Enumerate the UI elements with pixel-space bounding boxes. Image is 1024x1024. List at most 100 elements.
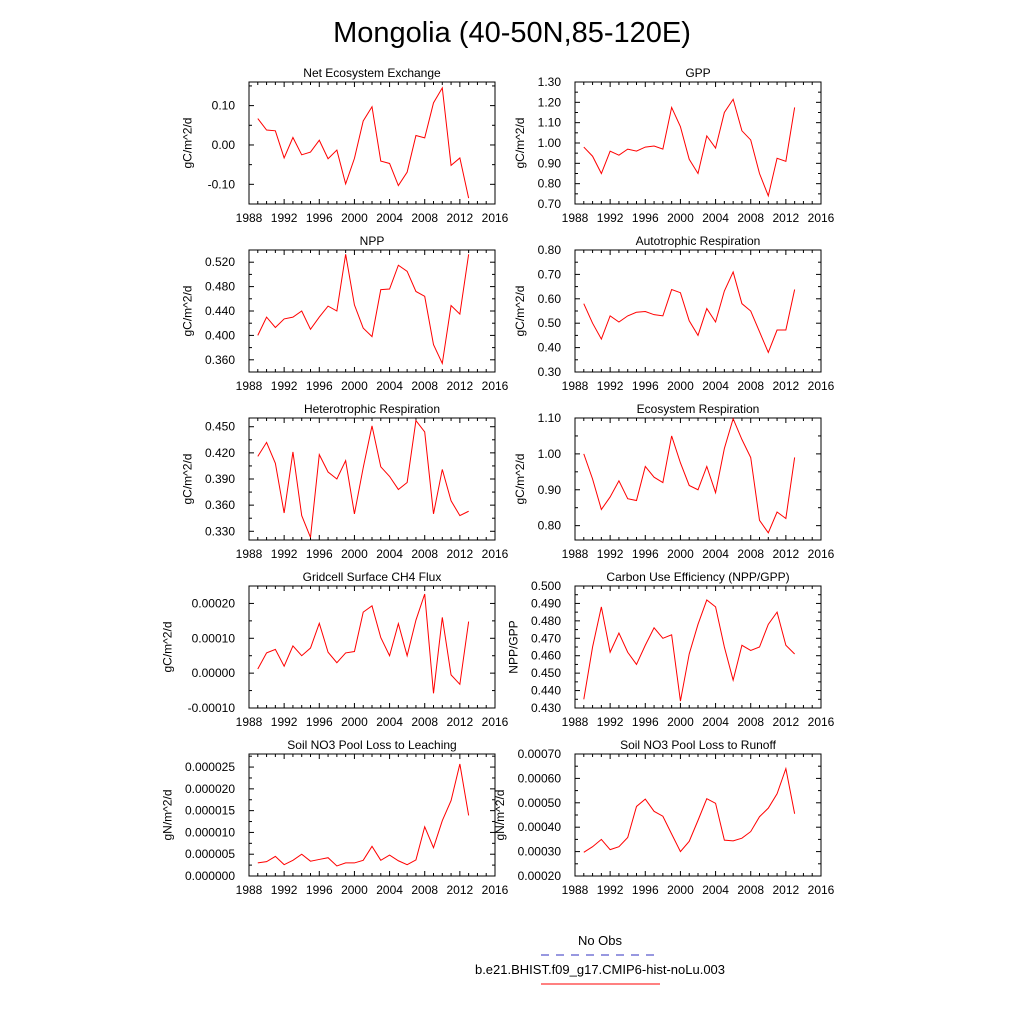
x-tick-label: 2000: [341, 547, 368, 561]
x-tick-label: 1996: [306, 547, 333, 561]
y-tick-label: 0.00060: [518, 771, 562, 785]
x-tick-label: 1992: [271, 547, 298, 561]
x-tick-label: 2004: [702, 379, 729, 393]
y-axis-label: NPP/GPP: [507, 620, 521, 673]
plot-frame: [574, 249, 822, 373]
x-tick-label: 2004: [376, 211, 403, 225]
panel-title: NPP: [360, 234, 385, 248]
y-tick-label: 0.330: [205, 524, 235, 538]
panel-8: Soil NO3 Pool Loss to Leaching 1988 1992 19…: [160, 738, 508, 897]
y-tick-label: 1.10: [538, 411, 562, 425]
series-line: [257, 593, 470, 694]
series-line: [583, 766, 796, 853]
x-tick-label: 2000: [667, 379, 694, 393]
y-tick-label: 1.20: [538, 95, 562, 109]
series-line: [257, 419, 469, 538]
x-tick-label: 2008: [411, 715, 438, 729]
x-tick-label: 2016: [808, 379, 835, 393]
panel-4: Heterotrophic Respiration 1988 1992 1996 200…: [181, 402, 509, 561]
y-tick-label: 0.420: [205, 446, 235, 460]
series-line: [583, 417, 796, 534]
x-tick-label: 2000: [667, 883, 694, 897]
panel-2: NPP 1988 1992 1996 2000 2004 2008 2012 2016 0.360…: [181, 234, 509, 393]
x-tick-label: 1992: [597, 379, 624, 393]
x-tick-label: 2008: [411, 547, 438, 561]
panel-title: Soil NO3 Pool Loss to Leaching: [287, 738, 456, 752]
legend: No Obs b.e21.BHIST.f09_g17.CMIP6-hist-no…: [475, 933, 725, 985]
x-tick-label: 1988: [562, 715, 589, 729]
y-tick-label: 0.460: [531, 649, 561, 663]
y-tick-label: 0.70: [538, 267, 562, 281]
series-line: [583, 599, 795, 702]
panel-3: Autotrophic Respiration 1988 1992 1996 2000 2…: [513, 234, 834, 393]
x-tick-label: 2012: [447, 211, 474, 225]
x-tick-label: 1996: [632, 883, 659, 897]
panel-title: Heterotrophic Respiration: [304, 402, 440, 416]
y-tick-label: 0.90: [538, 483, 562, 497]
x-tick-label: 2004: [702, 211, 729, 225]
x-tick-label: 2012: [447, 547, 474, 561]
y-tick-label: 0.440: [531, 684, 561, 698]
y-tick-label: 0.70: [538, 197, 562, 211]
y-tick-label: 0.450: [205, 420, 235, 434]
y-tick-label: 0.000010: [185, 825, 235, 839]
plot-frame: [248, 417, 496, 541]
x-tick-label: 1996: [306, 883, 333, 897]
x-tick-label: 2000: [341, 883, 368, 897]
panels: Net Ecosystem Exchange 1988 1992 1996 2000 20…: [160, 66, 834, 897]
legend-label-model: b.e21.BHIST.f09_g17.CMIP6-hist-noLu.003: [475, 962, 725, 977]
x-tick-label: 1988: [562, 547, 589, 561]
y-tick-label: 0.30: [538, 365, 562, 379]
x-tick-label: 2016: [808, 883, 835, 897]
x-tick-label: 1992: [597, 211, 624, 225]
y-axis-label: gC/m^2/d: [181, 454, 195, 505]
x-tick-label: 1992: [597, 547, 624, 561]
panel-title: GPP: [685, 66, 710, 80]
x-tick-label: 1988: [236, 379, 263, 393]
series-line: [257, 254, 470, 366]
x-tick-label: 1988: [562, 379, 589, 393]
y-tick-label: 0.80: [538, 243, 562, 257]
y-tick-label: 0.000000: [185, 869, 235, 883]
x-tick-label: 2012: [447, 715, 474, 729]
y-axis-label: gC/m^2/d: [513, 286, 527, 337]
x-tick-label: 2008: [737, 211, 764, 225]
y-tick-label: 0.000015: [185, 804, 235, 818]
panel-5: Ecosystem Respiration 1988 1992 1996 2000 200…: [513, 402, 834, 561]
x-tick-label: 2008: [411, 379, 438, 393]
x-tick-label: 1988: [236, 883, 263, 897]
x-tick-label: 2016: [482, 547, 509, 561]
panel-6: Gridcell Surface CH4 Flux 1988 1992 1996 200…: [160, 570, 508, 729]
y-tick-label: 0.00040: [518, 820, 562, 834]
y-tick-label: 0.00050: [518, 796, 562, 810]
panel-title: Autotrophic Respiration: [636, 234, 761, 248]
x-tick-label: 2012: [773, 547, 800, 561]
x-tick-label: 2012: [773, 211, 800, 225]
x-tick-label: 2016: [482, 883, 509, 897]
x-tick-label: 2008: [737, 715, 764, 729]
y-axis-label: gC/m^2/d: [513, 454, 527, 505]
panel-title: Ecosystem Respiration: [637, 402, 760, 416]
x-tick-label: 1988: [236, 211, 263, 225]
y-tick-label: 0.430: [531, 701, 561, 715]
plot-frame: [248, 81, 496, 205]
y-tick-label: 0.520: [205, 255, 235, 269]
plot-frame: [574, 417, 822, 541]
y-axis-label: gC/m^2/d: [160, 622, 174, 673]
y-axis-label: gC/m^2/d: [181, 118, 195, 169]
x-tick-label: 2000: [341, 715, 368, 729]
x-tick-label: 2004: [376, 883, 403, 897]
x-tick-label: 1992: [271, 715, 298, 729]
x-tick-label: 1996: [306, 211, 333, 225]
panel-0: Net Ecosystem Exchange 1988 1992 1996 2000 20…: [181, 66, 509, 225]
series-line: [583, 98, 796, 198]
y-tick-label: 0.00030: [518, 845, 562, 859]
x-tick-label: 2008: [737, 379, 764, 393]
x-tick-label: 1996: [306, 379, 333, 393]
series-line: [257, 763, 470, 867]
y-tick-label: 0.000020: [185, 782, 235, 796]
x-tick-label: 2016: [482, 715, 509, 729]
x-tick-label: 1992: [271, 379, 298, 393]
x-tick-label: 2004: [376, 715, 403, 729]
y-tick-label: 0.400: [205, 328, 235, 342]
